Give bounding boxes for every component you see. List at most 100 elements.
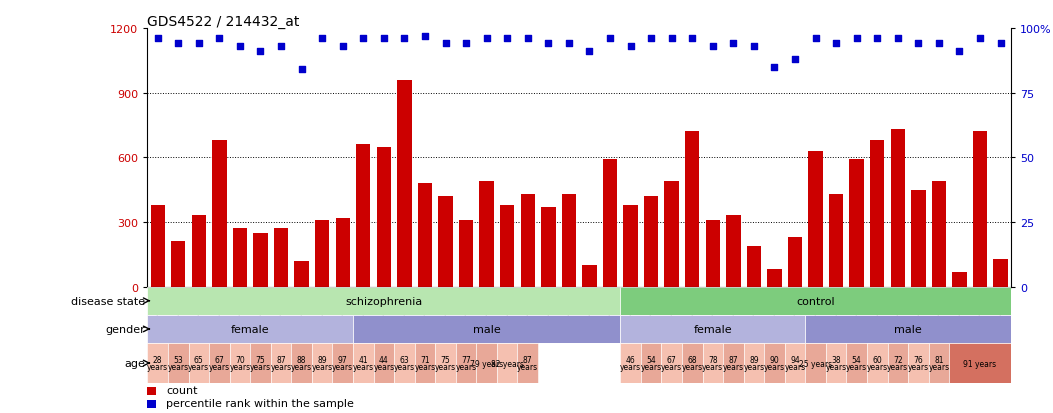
Point <box>869 36 886 43</box>
Bar <box>479 182 494 287</box>
Bar <box>233 229 247 287</box>
Text: 90
years: 90 years <box>763 355 786 372</box>
Bar <box>188 343 210 383</box>
Point <box>376 36 393 43</box>
Bar <box>602 160 617 287</box>
Text: 89
years: 89 years <box>312 355 333 372</box>
Text: 28
years: 28 years <box>147 355 168 372</box>
Text: 78
years: 78 years <box>702 355 723 372</box>
Bar <box>517 343 538 383</box>
Point <box>191 41 207 47</box>
Text: schizophrenia: schizophrenia <box>345 296 422 306</box>
Text: 53
years: 53 years <box>167 355 188 372</box>
Bar <box>870 141 885 287</box>
Point <box>273 44 290 50</box>
Bar <box>561 195 576 287</box>
Point <box>252 49 269 55</box>
Text: 60
years: 60 years <box>867 355 888 372</box>
Text: 79 years: 79 years <box>470 358 503 368</box>
Text: 77
years: 77 years <box>456 355 477 372</box>
Bar <box>147 400 156 408</box>
Text: 70
years: 70 years <box>230 355 251 372</box>
Point <box>540 41 557 47</box>
Text: 63
years: 63 years <box>394 355 415 372</box>
Point <box>396 36 413 43</box>
Bar <box>993 259 1008 287</box>
Text: 68
years: 68 years <box>681 355 702 372</box>
Bar <box>641 343 661 383</box>
Point <box>601 36 618 43</box>
Point <box>931 41 948 47</box>
Bar <box>888 343 908 383</box>
Bar <box>806 343 826 383</box>
Bar <box>251 343 271 383</box>
Bar <box>497 343 517 383</box>
Point <box>787 57 803 63</box>
Point <box>437 41 454 47</box>
Text: 41
years: 41 years <box>353 355 374 372</box>
Text: 38
years: 38 years <box>826 355 847 372</box>
Point <box>211 36 227 43</box>
Bar <box>315 220 330 287</box>
Bar <box>747 246 761 287</box>
Bar <box>254 233 267 287</box>
Text: male: male <box>473 324 500 334</box>
Bar <box>850 160 863 287</box>
Bar <box>826 343 847 383</box>
Bar <box>151 205 165 287</box>
Text: 75
years: 75 years <box>250 355 271 372</box>
Text: 72
years: 72 years <box>888 355 909 372</box>
Bar <box>213 141 226 287</box>
Bar <box>312 343 333 383</box>
Bar <box>456 343 476 383</box>
Text: count: count <box>166 385 197 395</box>
Bar <box>664 182 679 287</box>
Bar <box>171 242 185 287</box>
Bar <box>644 197 658 287</box>
Point <box>746 44 762 50</box>
Bar <box>686 132 699 287</box>
Point <box>663 36 680 43</box>
Point <box>951 49 968 55</box>
Bar <box>908 343 929 383</box>
Bar <box>682 343 702 383</box>
Text: 54
years: 54 years <box>847 355 868 372</box>
Bar <box>459 220 473 287</box>
Point <box>910 41 927 47</box>
Point <box>499 36 516 43</box>
Bar <box>723 343 743 383</box>
Bar <box>230 343 251 383</box>
Bar <box>973 132 988 287</box>
Bar <box>911 190 926 287</box>
Point <box>293 67 310 74</box>
Point <box>704 44 721 50</box>
Bar <box>168 343 188 383</box>
Bar <box>764 343 784 383</box>
Point <box>828 41 845 47</box>
Point <box>334 44 351 50</box>
Text: 89
years: 89 years <box>743 355 764 372</box>
Bar <box>271 343 292 383</box>
Point <box>766 64 782 71</box>
Text: 87
years: 87 years <box>517 355 538 372</box>
Text: 81
years: 81 years <box>929 355 950 372</box>
Bar <box>192 216 206 287</box>
Bar <box>768 270 781 287</box>
Text: 94
years: 94 years <box>784 355 806 372</box>
Text: 87
years: 87 years <box>722 355 743 372</box>
Text: 87
years: 87 years <box>271 355 292 372</box>
Bar <box>353 315 620 343</box>
Point <box>581 49 598 55</box>
Bar <box>829 195 843 287</box>
Text: age: age <box>124 358 145 368</box>
Bar <box>806 315 1011 343</box>
Text: 54
years: 54 years <box>640 355 661 372</box>
Point <box>519 36 536 43</box>
Point <box>890 36 907 43</box>
Bar <box>702 343 723 383</box>
Bar <box>292 343 312 383</box>
Text: 91 years: 91 years <box>963 358 996 368</box>
Bar <box>867 343 888 383</box>
Point <box>355 36 372 43</box>
Bar <box>743 343 764 383</box>
